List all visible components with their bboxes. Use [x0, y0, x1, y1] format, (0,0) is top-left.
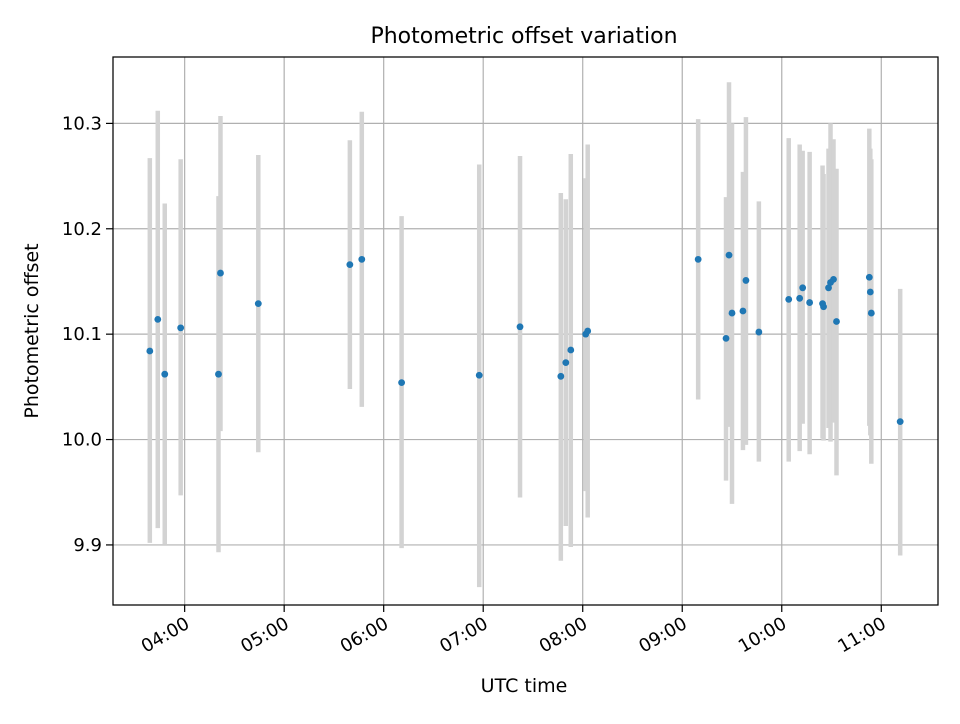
data-point [562, 359, 570, 367]
data-point [728, 309, 736, 317]
data-point [799, 284, 807, 292]
x-axis-label: UTC time [481, 675, 568, 697]
data-point [833, 318, 840, 325]
data-point [516, 323, 524, 331]
data-point [567, 346, 575, 354]
y-tick-label: 9.9 [73, 535, 102, 556]
data-point [475, 371, 483, 379]
data-point [217, 269, 224, 277]
data-point [725, 251, 733, 259]
data-point [398, 379, 406, 387]
data-point [830, 275, 837, 283]
data-point [161, 370, 169, 378]
data-point [785, 295, 793, 303]
data-point [866, 288, 874, 296]
data-point [557, 372, 565, 380]
data-point [584, 327, 592, 335]
data-points [146, 251, 904, 426]
data-point [177, 324, 185, 332]
axes-frame [112, 56, 939, 606]
y-tick-label: 10.1 [62, 324, 102, 345]
data-point [146, 347, 154, 355]
data-point [820, 303, 827, 311]
data-point [154, 316, 162, 323]
data-point [865, 273, 873, 281]
data-point [806, 299, 814, 306]
data-point [346, 261, 354, 269]
data-point [825, 284, 832, 292]
data-point [215, 370, 222, 378]
y-axis-ticks: 9.9 10.0 10.1 10.2 10.3 [62, 113, 113, 556]
y-tick-label: 10.0 [62, 430, 102, 451]
data-point [867, 309, 875, 317]
data-point [694, 255, 702, 263]
data-point [742, 277, 750, 284]
chart-title: Photometric offset variation [370, 24, 677, 49]
y-tick-label: 10.3 [62, 113, 102, 134]
data-point [722, 334, 730, 342]
y-tick-label: 10.2 [62, 219, 102, 240]
data-point [358, 255, 366, 263]
data-point [254, 300, 262, 307]
y-axis-label: Photometric offset [21, 243, 43, 418]
data-point [739, 307, 747, 315]
data-point [896, 418, 904, 426]
data-point [755, 328, 763, 336]
data-point [796, 294, 804, 302]
